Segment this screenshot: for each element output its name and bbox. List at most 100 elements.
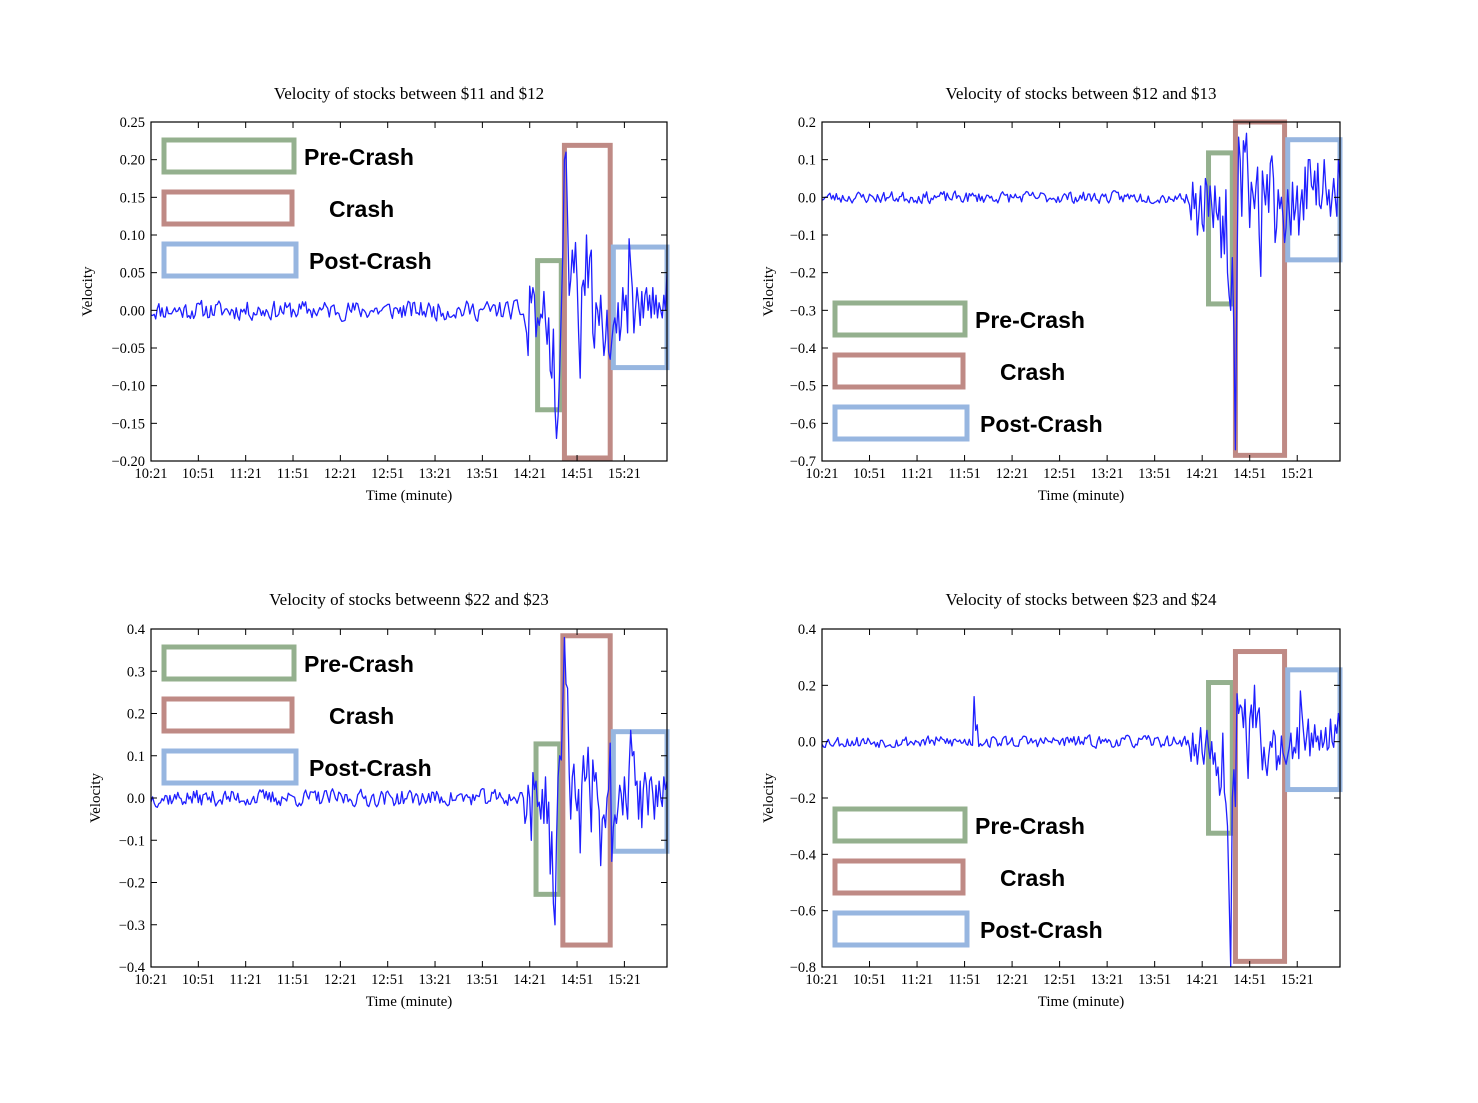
y-tick-label: 0.4 — [127, 622, 146, 638]
x-tick-label: 11:51 — [948, 972, 981, 988]
region-pre-crash-box — [533, 741, 563, 897]
x-tick-label: 11:21 — [229, 466, 262, 482]
x-tick-label: 12:51 — [1043, 972, 1076, 988]
y-tick-label: 0.0 — [798, 190, 816, 206]
x-tick-label: 10:21 — [134, 466, 167, 482]
y-axis-label: Velocity — [88, 773, 104, 823]
x-tick-label: 11:51 — [277, 972, 310, 988]
x-tick-label: 11:21 — [229, 972, 262, 988]
y-axis-label: Velocity — [761, 266, 777, 316]
y-axis: 0.25 0.20 0.15 0.10 0.05 0.00 −0.05 −0.10 −0.15 −… — [111, 115, 667, 470]
y-tick-label: 0.00 — [120, 303, 145, 319]
region-crash-box — [561, 142, 613, 461]
legend-swatch-pre-crash — [161, 137, 297, 175]
legend: Pre-Crash Crash Post-Crash — [832, 300, 1103, 442]
x-tick-label: 12:21 — [324, 466, 357, 482]
x-tick-label: 14:21 — [1186, 972, 1219, 988]
x-axis-label: Time (minute) — [366, 488, 453, 504]
x-tick-label: 12:21 — [324, 972, 357, 988]
legend-label: Crash — [329, 703, 394, 729]
legend: Pre-Crash Crash Post-Crash — [832, 806, 1103, 948]
y-tick-label: 0.2 — [798, 115, 816, 131]
y-tick-label: −0.6 — [790, 416, 816, 432]
x-tick-label: 15:21 — [1281, 466, 1314, 482]
legend-label: Post-Crash — [980, 411, 1103, 437]
x-tick-label: 12:51 — [371, 466, 404, 482]
chart-title: Velocity of stocks between $11 and $12 — [274, 84, 544, 103]
y-tick-label: −0.2 — [119, 876, 145, 892]
x-tick-label: 15:21 — [1281, 972, 1314, 988]
y-axis-label: Velocity — [80, 266, 96, 316]
x-tick-label: 10:51 — [182, 466, 215, 482]
x-tick-label: 12:21 — [996, 466, 1029, 482]
legend-label: Pre-Crash — [975, 813, 1085, 839]
legend-label: Crash — [1000, 359, 1065, 385]
x-tick-label: 14:21 — [513, 972, 546, 988]
legend-swatch-crash — [832, 858, 966, 896]
x-tick-label: 11:21 — [901, 972, 934, 988]
x-tick-label: 10:21 — [805, 466, 838, 482]
x-axis: 10:21 10:51 11:21 11:51 12:21 12:51 13:21 13:51… — [805, 629, 1314, 988]
legend: Pre-Crash Crash Post-Crash — [161, 644, 432, 786]
y-tick-label: 0.2 — [127, 707, 145, 723]
legend-label: Pre-Crash — [304, 651, 414, 677]
y-tick-label: −0.2 — [790, 791, 816, 807]
y-tick-label: 0.0 — [798, 735, 816, 751]
x-axis: 10:21 10:51 11:21 11:51 12:21 12:51 13:21 13:51… — [805, 122, 1314, 482]
x-tick-label: 11:51 — [277, 466, 310, 482]
chart-title: Velocity of stocks between $23 and $24 — [946, 590, 1217, 609]
y-tick-label: −0.4 — [790, 341, 817, 357]
y-tick-label: −0.2 — [790, 266, 816, 282]
legend-swatch-crash — [161, 696, 295, 734]
x-tick-label: 13:21 — [1091, 466, 1124, 482]
x-tick-label: 12:21 — [996, 972, 1029, 988]
x-tick-label: 10:51 — [853, 972, 886, 988]
legend-label: Post-Crash — [309, 755, 432, 781]
velocity-line — [151, 636, 667, 926]
y-tick-label: 0.1 — [798, 153, 816, 169]
y-tick-label: −0.4 — [790, 847, 817, 863]
x-axis: 10:21 10:51 11:21 11:51 12:21 12:51 13:21 13:51… — [134, 122, 641, 482]
legend-label: Pre-Crash — [304, 144, 414, 170]
plot-frame — [150, 121, 668, 462]
velocity-line — [822, 132, 1340, 451]
x-tick-label: 10:21 — [134, 972, 167, 988]
x-tick-label: 14:51 — [1233, 972, 1266, 988]
y-tick-label: 0.10 — [120, 228, 145, 244]
legend-swatch-crash — [832, 352, 966, 390]
x-tick-label: 13:51 — [466, 466, 499, 482]
y-tick-label: 0.4 — [798, 622, 817, 638]
y-tick-label: −0.1 — [119, 833, 145, 849]
velocity-line — [822, 684, 1340, 967]
x-tick-label: 12:51 — [1043, 466, 1076, 482]
chart-panel-top-right: Velocity of stocks between $12 and $13 10… — [761, 84, 1343, 504]
x-tick-label: 14:21 — [513, 466, 546, 482]
y-tick-label: 0.05 — [120, 266, 145, 282]
x-axis-label: Time (minute) — [1038, 488, 1125, 504]
y-tick-label: 0.0 — [127, 791, 145, 807]
velocity-line — [151, 151, 667, 440]
x-axis-label: Time (minute) — [1038, 994, 1125, 1010]
y-tick-label: 0.2 — [798, 678, 816, 694]
y-tick-label: −0.5 — [790, 379, 816, 395]
legend-label: Post-Crash — [980, 917, 1103, 943]
legend-swatch-pre-crash — [161, 644, 297, 682]
x-axis: 10:21 10:51 11:21 11:51 12:21 12:51 13:21 13:51… — [134, 629, 641, 988]
x-tick-label: 10:21 — [805, 972, 838, 988]
region-crash-box — [1232, 649, 1288, 964]
legend-label: Pre-Crash — [975, 307, 1085, 333]
y-tick-label: 0.3 — [127, 664, 145, 680]
x-tick-label: 13:21 — [419, 466, 452, 482]
x-tick-label: 14:51 — [1233, 466, 1266, 482]
y-tick-label: −0.3 — [119, 918, 145, 934]
chart-title: Velocity of stocks betweenn $22 and $23 — [269, 590, 549, 609]
legend: Pre-Crash Crash Post-Crash — [161, 137, 432, 279]
chart-title: Velocity of stocks between $12 and $13 — [946, 84, 1217, 103]
y-axis-label: Velocity — [761, 773, 777, 823]
chart-panel-bottom-left: Velocity of stocks betweenn $22 and $23 1… — [88, 590, 670, 1010]
y-tick-label: 0.25 — [120, 115, 145, 131]
x-tick-label: 13:21 — [1091, 972, 1124, 988]
y-tick-label: −0.20 — [111, 454, 145, 470]
legend-swatch-post-crash — [832, 404, 970, 442]
